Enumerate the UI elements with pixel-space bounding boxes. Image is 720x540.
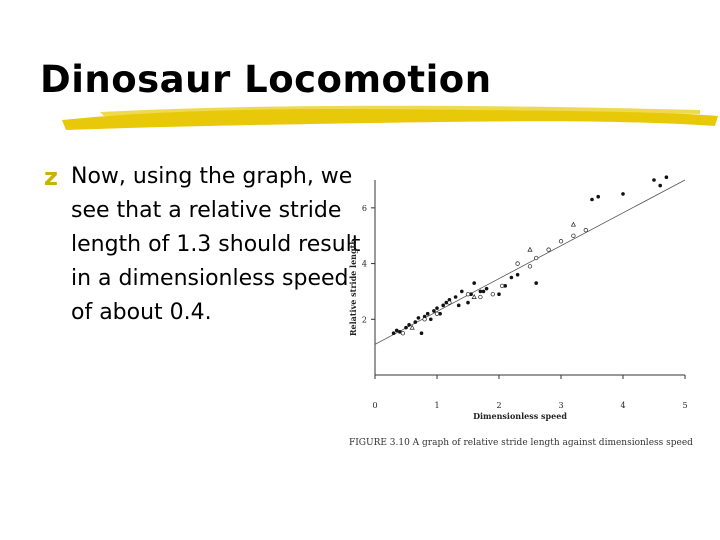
x-tick-label: 1 bbox=[434, 401, 439, 410]
data-point-open bbox=[499, 283, 505, 289]
data-point-filled bbox=[460, 289, 464, 294]
data-point-open bbox=[583, 227, 588, 233]
data-point-filled bbox=[429, 317, 433, 322]
data-point-filled bbox=[484, 286, 489, 291]
data-point-triangle bbox=[527, 246, 533, 252]
data-point-filled bbox=[398, 330, 402, 334]
data-point-filled bbox=[438, 311, 442, 316]
data-point-filled bbox=[621, 192, 625, 196]
z-bullet-icon: z bbox=[44, 163, 58, 191]
data-point-filled bbox=[664, 175, 669, 180]
data-point-filled bbox=[441, 303, 445, 308]
data-point-filled bbox=[432, 309, 436, 313]
data-point-filled bbox=[416, 316, 421, 320]
data-point-filled bbox=[419, 331, 424, 336]
data-point-filled bbox=[425, 311, 430, 316]
data-point-filled bbox=[444, 300, 449, 305]
x-axis-title: Dimensionless speed bbox=[473, 411, 567, 421]
y-tick-label: 4 bbox=[362, 260, 367, 269]
figure-caption: FIGURE 3.10 A graph of relative stride l… bbox=[349, 438, 695, 448]
trend-line bbox=[374, 179, 686, 345]
data-point-filled bbox=[453, 295, 458, 299]
data-point-filled bbox=[503, 284, 507, 288]
title-underline-brush bbox=[62, 105, 718, 130]
data-point-filled bbox=[435, 306, 439, 310]
x-tick-label: 5 bbox=[682, 401, 687, 410]
data-point-filled bbox=[466, 300, 470, 305]
data-point-open bbox=[534, 255, 539, 261]
data-point-open bbox=[447, 300, 452, 305]
data-point-triangle bbox=[471, 294, 477, 299]
x-tick-label: 0 bbox=[372, 401, 377, 410]
data-point-filled bbox=[534, 281, 538, 285]
data-point-open bbox=[558, 239, 564, 244]
x-tick-label: 2 bbox=[496, 401, 501, 410]
data-point-triangle bbox=[409, 324, 415, 330]
data-point-filled bbox=[469, 292, 473, 297]
data-point-filled bbox=[497, 292, 501, 297]
data-point-filled bbox=[404, 325, 408, 330]
data-point-filled bbox=[391, 331, 396, 336]
data-point-open bbox=[465, 292, 471, 297]
data-point-filled bbox=[407, 323, 411, 327]
stride-speed-chart: 0 1 2 3 4 5 2 4 6 Dimensionless speed Relative str… bbox=[348, 175, 695, 448]
data-point-filled bbox=[509, 275, 514, 280]
y-tick-label: 2 bbox=[362, 315, 367, 324]
data-point-filled bbox=[481, 289, 486, 294]
data-point-filled bbox=[394, 328, 399, 333]
data-point-open bbox=[422, 317, 427, 322]
data-point-filled bbox=[472, 281, 476, 285]
data-point-open bbox=[400, 331, 406, 336]
data-point-filled bbox=[658, 183, 662, 188]
data-point-triangle bbox=[570, 221, 576, 227]
x-tick-label: 3 bbox=[558, 401, 563, 410]
data-point-filled bbox=[590, 197, 594, 202]
slide-title: Dinosaur Locomotion bbox=[40, 58, 492, 101]
data-point-filled bbox=[413, 320, 418, 324]
data-point-open bbox=[490, 292, 495, 297]
y-axis-title: Relative stride length bbox=[348, 239, 358, 336]
data-point-open bbox=[571, 233, 576, 238]
data-point-open bbox=[515, 261, 520, 266]
x-tick-label: 4 bbox=[620, 401, 625, 410]
data-point-filled bbox=[596, 194, 600, 199]
data-point-open bbox=[527, 264, 533, 269]
data-point-filled bbox=[456, 303, 461, 308]
chart-figure: 0 1 2 3 4 5 2 4 6 Dimensionless speed Relative str… bbox=[345, 170, 695, 460]
data-point-filled bbox=[515, 272, 520, 277]
data-point-open bbox=[434, 311, 440, 316]
data-point-open bbox=[478, 294, 483, 300]
data-point-filled bbox=[478, 289, 483, 294]
bullet-text: Now, using the graph, we see that a rela… bbox=[71, 164, 361, 325]
data-point-open bbox=[546, 247, 551, 252]
y-tick-label: 6 bbox=[362, 204, 367, 213]
data-point-filled bbox=[652, 178, 656, 182]
